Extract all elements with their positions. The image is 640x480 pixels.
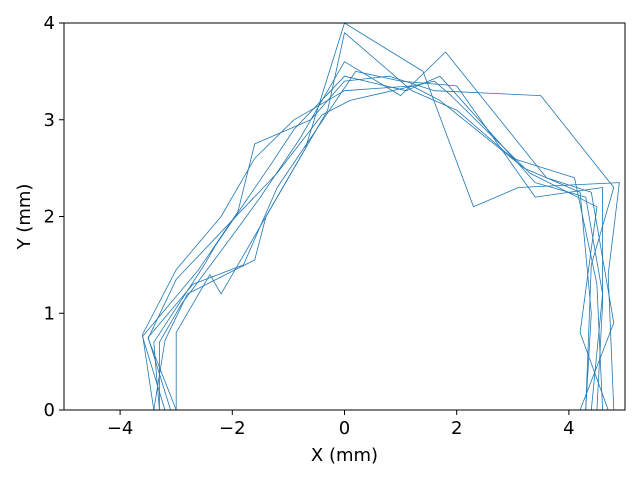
y-tick-label: 1 [44, 303, 55, 324]
x-tick-label: 0 [339, 418, 350, 439]
series-line-2 [147, 71, 603, 410]
series-line-4 [175, 32, 603, 410]
y-tick-label: 3 [44, 110, 55, 131]
series-line-7 [147, 80, 609, 410]
series-line-6 [153, 23, 620, 410]
series-line-8 [153, 75, 603, 410]
x-axis-label: X (mm) [311, 445, 378, 466]
x-axis-ticks: −4 −2 0 2 4 [107, 410, 575, 439]
x-tick-label: 4 [563, 418, 574, 439]
x-tick-label: −4 [107, 418, 134, 439]
x-tick-label: −2 [219, 418, 246, 439]
y-axis-ticks: 0 1 2 3 4 [44, 13, 64, 421]
y-tick-label: 2 [44, 207, 55, 228]
series-line-5 [142, 75, 615, 410]
y-axis-label: Y (mm) [14, 184, 35, 251]
x-tick-label: 2 [451, 418, 462, 439]
y-tick-label: 0 [44, 400, 55, 421]
y-tick-label: 4 [44, 13, 55, 34]
series-line-1 [142, 85, 592, 410]
series-line-3 [158, 51, 615, 410]
series-lines [142, 23, 620, 410]
